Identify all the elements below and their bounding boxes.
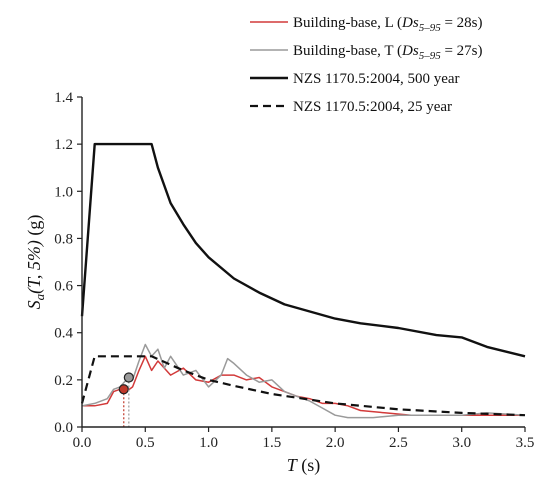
y-axis-label: Sa(T, 5%) (g): [24, 215, 47, 310]
legend-label-3: NZS 1170.5:2004, 500 year: [293, 71, 460, 87]
y-tick-label: 0.8: [54, 231, 73, 247]
legend-label-tail: = 28s): [441, 15, 483, 31]
legend: Building-base, L (Ds5–95 = 28s)Building-…: [250, 15, 483, 115]
x-tick-label: 1.0: [199, 435, 218, 451]
x-axis-label-var: T: [287, 455, 299, 475]
legend-label-text: Building-base, T (: [293, 43, 402, 59]
x-tick-label: 2.5: [389, 435, 408, 451]
y-axis-label-unit: (g): [24, 215, 45, 241]
series-line-1: [82, 355, 525, 416]
marker-layer: [118, 372, 134, 427]
series-line-3: [80, 142, 526, 358]
y-axis-label-var: S: [24, 300, 44, 309]
legend-label-text: NZS 1170.5:2004, 500 year: [293, 71, 460, 87]
series-line-4: [80, 355, 526, 417]
legend-label-var: Ds: [401, 15, 419, 31]
x-tick-label: 1.5: [262, 435, 281, 451]
legend-label-sub: 5–95: [419, 50, 442, 62]
x-tick-label: 3.0: [452, 435, 471, 451]
legend-label-sub: 5–95: [419, 22, 442, 34]
series-line-2: [81, 343, 526, 419]
series-layer: [80, 142, 526, 419]
x-tick-label: 0.0: [73, 435, 92, 451]
axes: 0.0 0.5 1.0 1.5 2.0 2.5 3.0 3.5 0.0 0.2 0.4 0.6 0.8 1…: [24, 90, 534, 476]
y-tick-label: 1.0: [54, 184, 73, 200]
y-tick-label: 1.4: [54, 90, 73, 106]
y-tick-label: 0.0: [54, 420, 73, 436]
legend-label-1: Building-base, L (Ds5–95 = 28s): [293, 15, 482, 34]
x-tick-label: 3.5: [516, 435, 535, 451]
legend-label-text: Building-base, L (: [293, 15, 402, 31]
x-tick-label: 2.0: [326, 435, 345, 451]
y-axis-label-args: (T, 5%): [24, 240, 45, 294]
legend-label-tail: = 27s): [441, 43, 483, 59]
legend-label-var: Ds: [401, 43, 419, 59]
y-tick-label: 0.6: [54, 279, 73, 295]
x-axis-label: T (s): [287, 455, 321, 476]
y-tick-label: 0.2: [54, 373, 73, 389]
y-tick-label: 1.2: [54, 137, 73, 153]
y-tick-label: 0.4: [54, 326, 73, 342]
data-marker-2: [123, 372, 134, 383]
y-axis-label-sub: a: [32, 293, 47, 300]
x-tick-label: 0.5: [136, 435, 155, 451]
legend-label-2: Building-base, T (Ds5–95 = 27s): [293, 43, 483, 62]
legend-label-text: NZS 1170.5:2004, 25 year: [293, 99, 452, 115]
x-axis-label-unit: (s): [297, 455, 321, 476]
data-marker-1: [118, 384, 129, 395]
legend-label-4: NZS 1170.5:2004, 25 year: [293, 99, 452, 115]
